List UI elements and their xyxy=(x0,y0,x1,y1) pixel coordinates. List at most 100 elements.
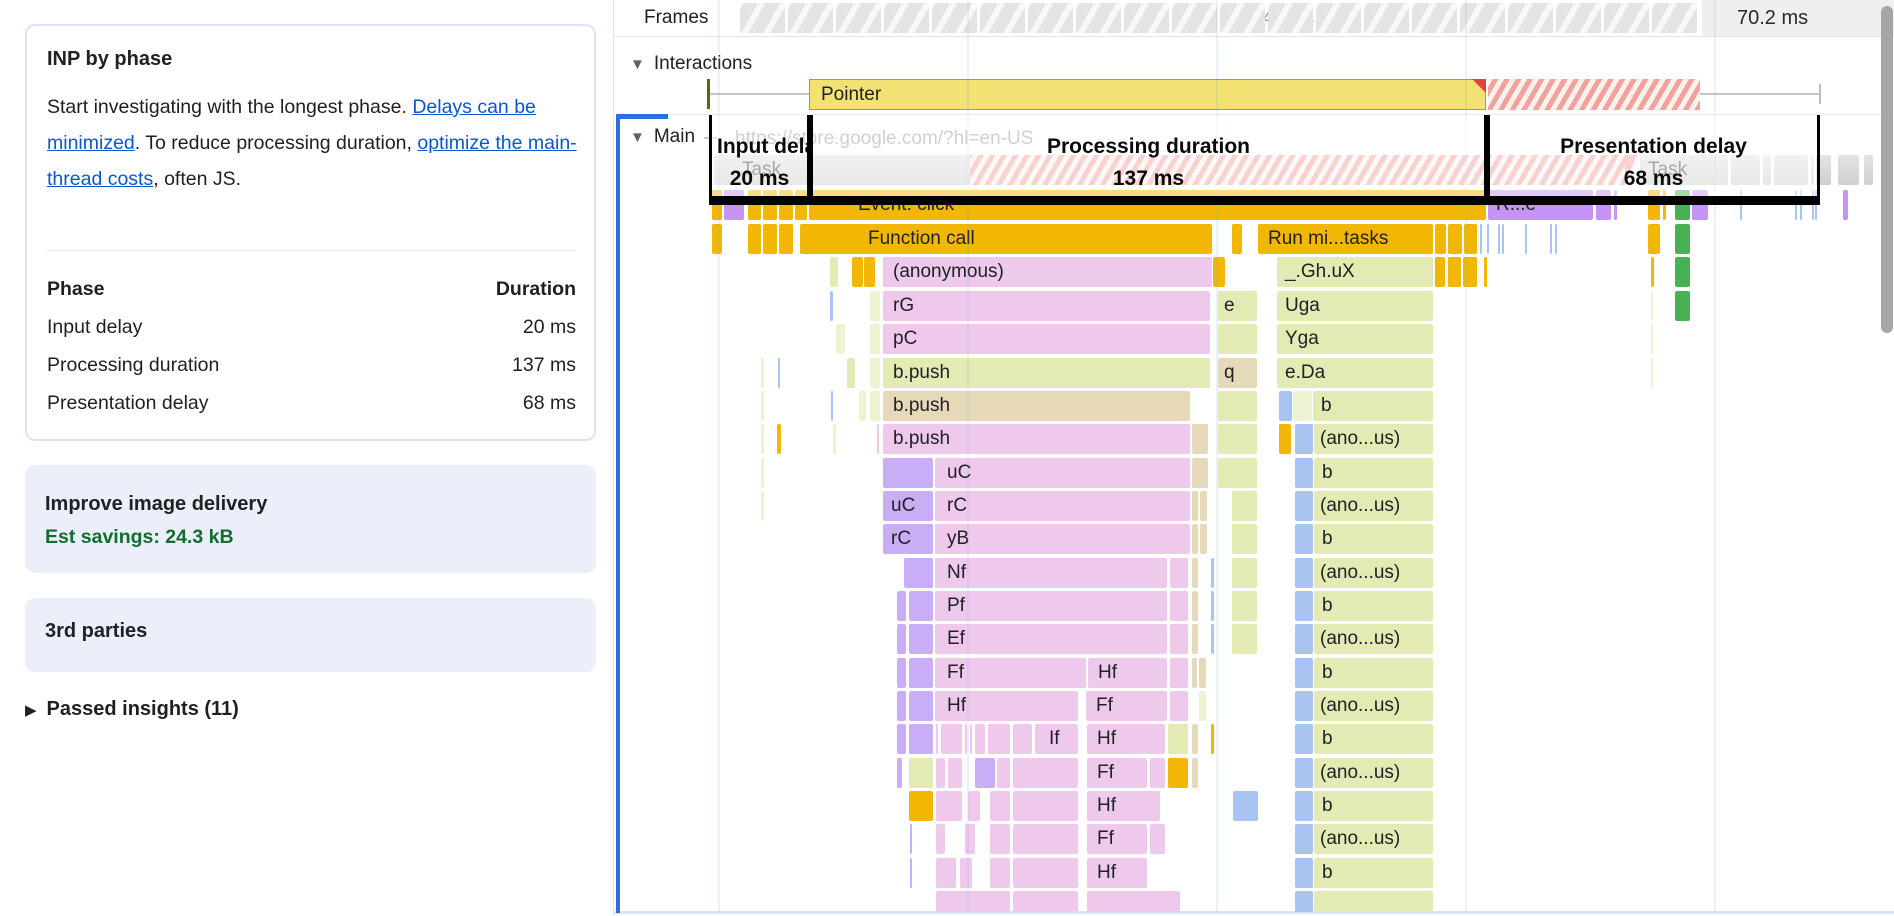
improve-image-delivery-card[interactable]: Improve image delivery Est savings: 24.3… xyxy=(25,465,596,573)
flame-bar--ano-us-[interactable]: (ano...us) xyxy=(1314,824,1433,854)
flame-bar[interactable] xyxy=(1463,257,1477,287)
flame-bar[interactable] xyxy=(1295,758,1313,788)
flame-bar[interactable] xyxy=(1498,224,1500,254)
flame-bar[interactable] xyxy=(1013,724,1032,754)
flame-bar-rc[interactable]: rC xyxy=(935,491,1190,521)
main-track-header[interactable]: ▼ Main xyxy=(630,126,695,148)
flame-bar[interactable] xyxy=(936,891,1010,912)
flame-bar[interactable] xyxy=(883,458,933,488)
flame-bar-b[interactable]: b xyxy=(1314,724,1433,754)
frames-track-label[interactable]: Frames xyxy=(644,7,709,28)
flame-bar[interactable] xyxy=(777,424,781,454)
flame-bar[interactable] xyxy=(975,724,985,754)
flame-bar[interactable] xyxy=(712,224,722,254)
flame-bar[interactable] xyxy=(1838,155,1859,185)
flame-bar[interactable] xyxy=(1087,891,1180,912)
frame-box[interactable] xyxy=(1268,3,1313,33)
flame-bar-q[interactable]: q xyxy=(1218,358,1257,388)
flame-bar[interactable] xyxy=(1448,224,1462,254)
flame-bar[interactable] xyxy=(1550,224,1552,254)
flame-bar[interactable] xyxy=(1295,891,1313,912)
frame-box[interactable] xyxy=(1412,3,1457,33)
flame-bar[interactable] xyxy=(1484,257,1487,287)
flame-bar[interactable] xyxy=(1675,291,1690,321)
flame-bar[interactable] xyxy=(897,758,902,788)
flame-bar-b-push[interactable]: b.push xyxy=(883,358,1210,388)
flame-bar--ano-us-[interactable]: (ano...us) xyxy=(1314,758,1433,788)
flame-bar-ff[interactable]: Ff xyxy=(1087,824,1147,854)
flame-bar[interactable] xyxy=(975,758,995,788)
flame-bar-b-push[interactable]: b.push xyxy=(883,424,1190,454)
flame-bar[interactable] xyxy=(1213,257,1225,287)
flame-bar[interactable] xyxy=(965,724,967,754)
flame-bar--ano-us-[interactable]: (ano...us) xyxy=(1314,491,1433,521)
flame-bar[interactable] xyxy=(960,858,972,888)
interactions-track-header[interactable]: ▼ Interactions xyxy=(630,53,752,75)
flame-bar[interactable] xyxy=(830,291,833,321)
flame-bar[interactable] xyxy=(859,391,866,421)
pointer-interaction-bar[interactable]: Pointer xyxy=(809,79,1486,110)
flame-bar[interactable] xyxy=(1295,491,1313,521)
flame-bar[interactable] xyxy=(909,624,933,654)
frame-box[interactable] xyxy=(980,3,1025,33)
flame-bar[interactable] xyxy=(1232,491,1257,521)
flame-bar[interactable] xyxy=(1295,858,1313,888)
flame-bar[interactable] xyxy=(1013,824,1078,854)
flame-bar[interactable] xyxy=(910,858,912,888)
flame-bar[interactable] xyxy=(1199,691,1206,721)
flame-bar[interactable] xyxy=(1013,858,1078,888)
flame-bar[interactable] xyxy=(990,858,1010,888)
flame-bar-rc[interactable]: rC xyxy=(883,524,933,554)
flame-bar[interactable] xyxy=(990,824,1010,854)
flame-bar[interactable] xyxy=(897,658,906,688)
flame-bar[interactable] xyxy=(1199,658,1206,688)
flame-bar[interactable] xyxy=(1232,524,1257,554)
flame-bar--anonymous-[interactable]: (anonymous) xyxy=(883,257,1212,287)
flame-bar[interactable] xyxy=(1192,424,1208,454)
flame-bar[interactable] xyxy=(1464,224,1477,254)
flame-bar[interactable] xyxy=(1314,891,1433,912)
frame-box[interactable] xyxy=(788,3,833,33)
flame-bar[interactable] xyxy=(1279,424,1291,454)
flame-bar[interactable] xyxy=(1295,424,1313,454)
flame-bar-yb[interactable]: yB xyxy=(935,524,1190,554)
frame-box[interactable] xyxy=(1460,3,1505,33)
flame-bar-hf[interactable]: Hf xyxy=(1088,658,1167,688)
vertical-scrollbar[interactable] xyxy=(1881,6,1893,333)
flame-bar-nf[interactable]: Nf xyxy=(935,558,1167,588)
flame-bar[interactable] xyxy=(877,424,879,454)
flame-bar[interactable] xyxy=(870,358,880,388)
flame-bar[interactable] xyxy=(1170,624,1188,654)
flame-bar--ano-us-[interactable]: (ano...us) xyxy=(1314,691,1433,721)
flame-bar-ef[interactable]: Ef xyxy=(935,624,1167,654)
flame-bar[interactable] xyxy=(1295,791,1313,821)
flame-bar[interactable] xyxy=(1192,458,1208,488)
flame-bar-hf[interactable]: Hf xyxy=(1087,791,1160,821)
flame-bar[interactable] xyxy=(847,358,855,388)
flame-bar-ff[interactable]: Ff xyxy=(935,658,1086,688)
flame-bar[interactable] xyxy=(1651,291,1653,321)
flame-bar[interactable] xyxy=(1218,324,1257,354)
flame-bar[interactable] xyxy=(1740,190,1742,220)
flame-bar[interactable] xyxy=(1170,591,1188,621)
flame-bar[interactable] xyxy=(1192,558,1198,588)
flame-bar[interactable] xyxy=(988,724,1010,754)
flame-bar-e-da[interactable]: e.Da xyxy=(1277,358,1433,388)
flame-bar[interactable] xyxy=(1168,724,1188,754)
flame-bar[interactable] xyxy=(1232,558,1257,588)
flame-bar[interactable] xyxy=(1651,257,1654,287)
frame-box[interactable] xyxy=(740,3,785,33)
frame-box[interactable] xyxy=(1556,3,1601,33)
flame-bar[interactable] xyxy=(1232,224,1242,254)
flame-bar--ano-us-[interactable]: (ano...us) xyxy=(1314,624,1433,654)
flame-bar[interactable] xyxy=(748,224,761,254)
flame-bar[interactable] xyxy=(763,224,777,254)
flame-bar[interactable] xyxy=(936,758,945,788)
flame-bar[interactable] xyxy=(831,391,833,421)
flame-bar[interactable] xyxy=(1295,624,1313,654)
flame-bar[interactable] xyxy=(1192,624,1198,654)
flame-bar[interactable] xyxy=(909,691,933,721)
flame-bar-uc[interactable]: uC xyxy=(883,491,933,521)
flame-bar--gh-ux[interactable]: _.Gh.uX xyxy=(1277,257,1433,287)
flame-bar[interactable] xyxy=(1218,458,1257,488)
